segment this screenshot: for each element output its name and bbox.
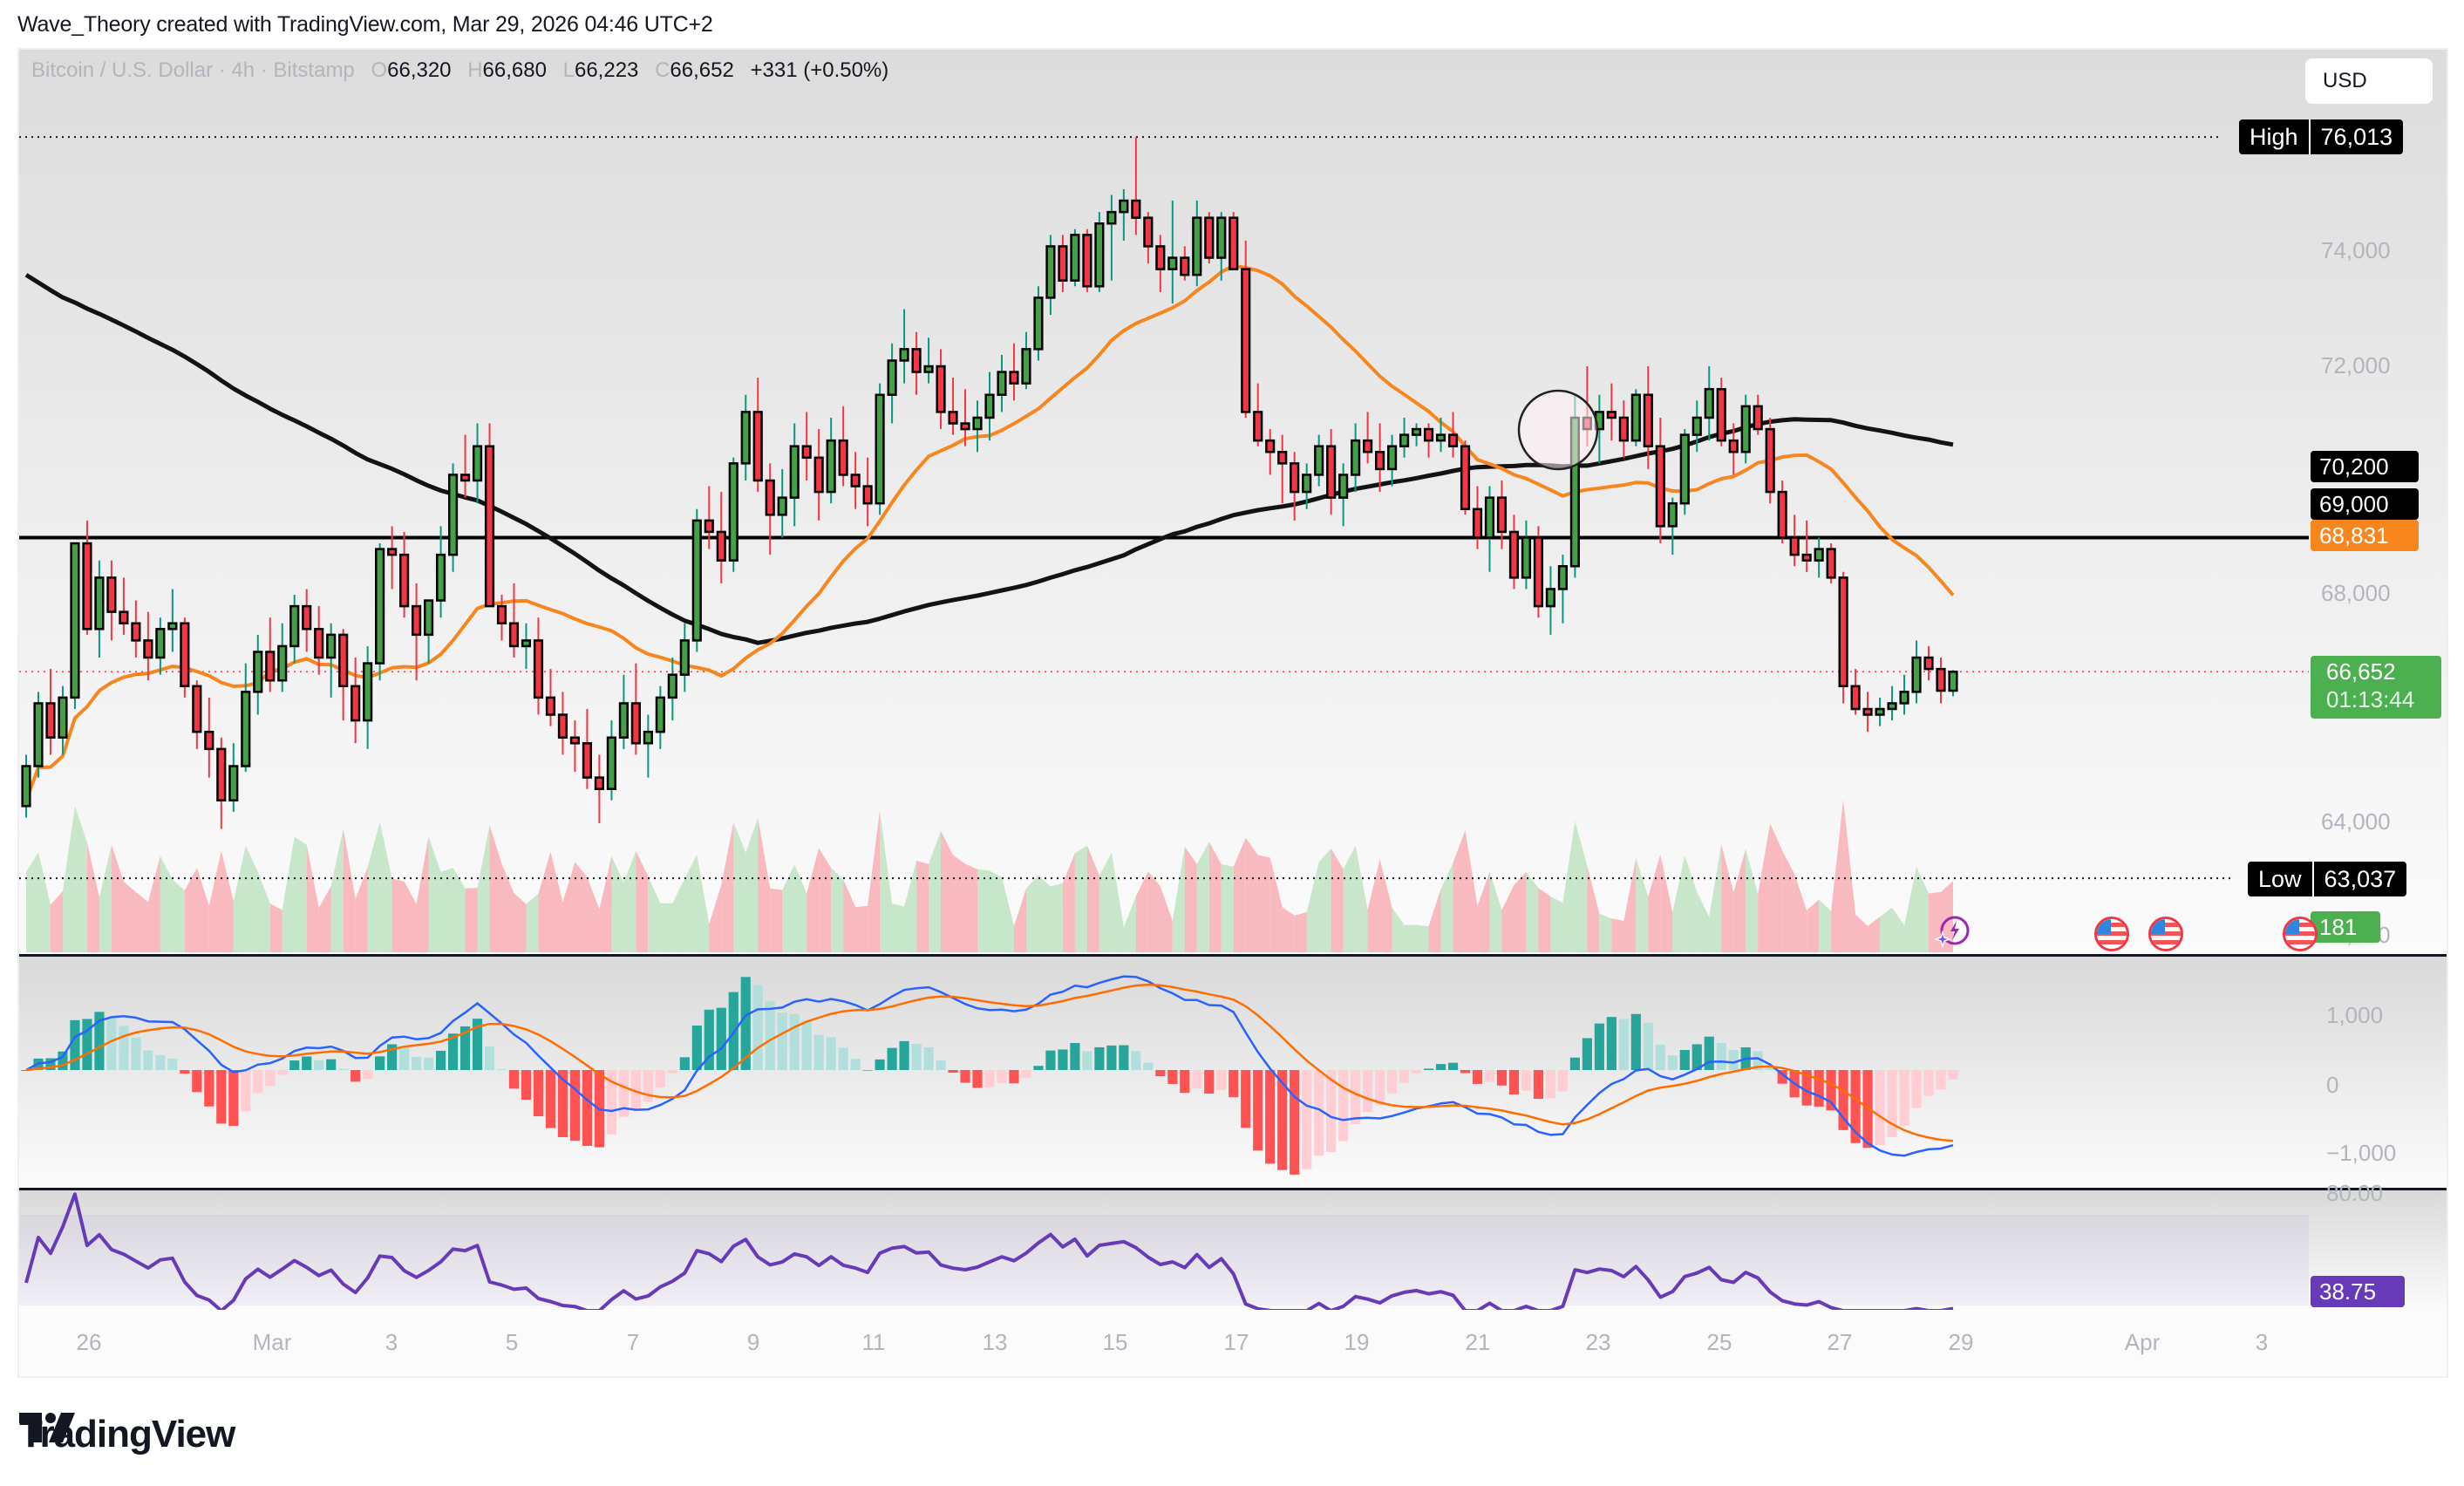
rsi-value-tag: 38.75 xyxy=(2311,1276,2405,1307)
high-price: 76,013 xyxy=(2308,119,2404,154)
time-tick-label: 13 xyxy=(982,1329,1008,1355)
ma-long-value-tag: 70,200 xyxy=(2311,451,2419,482)
rsi-tick-80: 80.00 xyxy=(2326,1180,2384,1206)
price-tick-74000: 74,000 xyxy=(2321,237,2391,263)
time-tick-label: 9 xyxy=(746,1329,760,1355)
time-tick-label: 3 xyxy=(2255,1329,2269,1355)
macd-canvas[interactable] xyxy=(19,957,2448,1188)
change-value: +331 (+0.50%) xyxy=(750,58,889,82)
rsi-pane[interactable]: 80.00 38.75 xyxy=(19,1180,2448,1312)
time-tick-label: 3 xyxy=(385,1329,398,1355)
volume-value-tag: 181 xyxy=(2311,911,2380,943)
high-marker: High 76,013 xyxy=(2239,119,2404,154)
low-value: 66,223 xyxy=(574,58,639,82)
us-economic-event-icon[interactable] xyxy=(2283,917,2318,951)
macd-tick-neg1000: −1,000 xyxy=(2326,1140,2397,1166)
symbol-title[interactable]: Bitcoin / U.S. Dollar · 4h · Bitstamp xyxy=(31,58,355,82)
rsi-canvas[interactable] xyxy=(19,1190,2448,1312)
tradingview-logo[interactable]: TradingView xyxy=(19,1413,235,1456)
time-tick-label: 11 xyxy=(861,1329,886,1355)
price-tick-64000: 64,000 xyxy=(2321,808,2391,835)
chart-credit: Wave_Theory created with TradingView.com… xyxy=(17,12,713,37)
open-value: 66,320 xyxy=(387,58,452,82)
time-tick-label: 26 xyxy=(76,1329,102,1355)
macd-pane[interactable]: 1,000 0 −1,000 xyxy=(19,954,2447,1190)
time-tick-label: 19 xyxy=(1344,1329,1370,1355)
tradingview-logo-icon xyxy=(19,1413,75,1442)
macd-tick-0: 0 xyxy=(2326,1072,2339,1098)
chart-frame: Bitcoin / U.S. Dollar · 4h · Bitstamp O6… xyxy=(17,48,2448,1378)
time-tick-label: 7 xyxy=(626,1329,640,1355)
currency-button[interactable]: USD xyxy=(2305,58,2433,104)
time-tick-label: 29 xyxy=(1948,1329,1974,1355)
last-price-tag: 66,652 01:13:44 xyxy=(2311,656,2441,719)
low-marker: Low 63,037 xyxy=(2248,862,2407,896)
symbol-legend: Bitcoin / U.S. Dollar · 4h · Bitstamp O6… xyxy=(31,58,889,82)
time-tick-label: 5 xyxy=(505,1329,519,1355)
level-69000-tag: 69,000 xyxy=(2311,488,2419,520)
lightning-event-icon[interactable] xyxy=(1934,913,1971,950)
close-value: 66,652 xyxy=(670,58,734,82)
time-tick-label: 15 xyxy=(1102,1329,1128,1355)
us-economic-event-icon[interactable] xyxy=(2094,917,2129,951)
time-tick-label: 25 xyxy=(1706,1329,1732,1355)
last-price: 66,652 xyxy=(2326,658,2396,685)
price-chart-canvas[interactable] xyxy=(19,50,2448,954)
main-price-pane[interactable]: Bitcoin / U.S. Dollar · 4h · Bitstamp O6… xyxy=(19,50,2447,954)
ma-orange-value-tag: 68,831 xyxy=(2311,520,2419,551)
time-tick-label: 27 xyxy=(1827,1329,1853,1355)
time-tick-label: 21 xyxy=(1465,1329,1491,1355)
price-tick-72000: 72,000 xyxy=(2321,352,2391,378)
price-tick-68000: 68,000 xyxy=(2321,580,2391,606)
rsi-band xyxy=(19,1215,2309,1305)
us-economic-event-icon[interactable] xyxy=(2148,917,2183,951)
time-tick-label: 17 xyxy=(1223,1329,1249,1355)
time-tick-label: Apr xyxy=(2124,1329,2161,1355)
time-axis[interactable]: 26 Mar 3 5 7 9 11 13 15 17 19 21 23 25 27 29 Apr 3 xyxy=(19,1310,2447,1376)
macd-tick-1000: 1,000 xyxy=(2326,1002,2384,1028)
low-price: 63,037 xyxy=(2311,862,2407,896)
time-tick-label: 23 xyxy=(1585,1329,1611,1355)
crossover-circle-annotation xyxy=(1517,389,1599,471)
high-value: 66,680 xyxy=(482,58,547,82)
bar-countdown: 01:13:44 xyxy=(2326,686,2415,712)
time-tick-label: Mar xyxy=(252,1329,292,1355)
